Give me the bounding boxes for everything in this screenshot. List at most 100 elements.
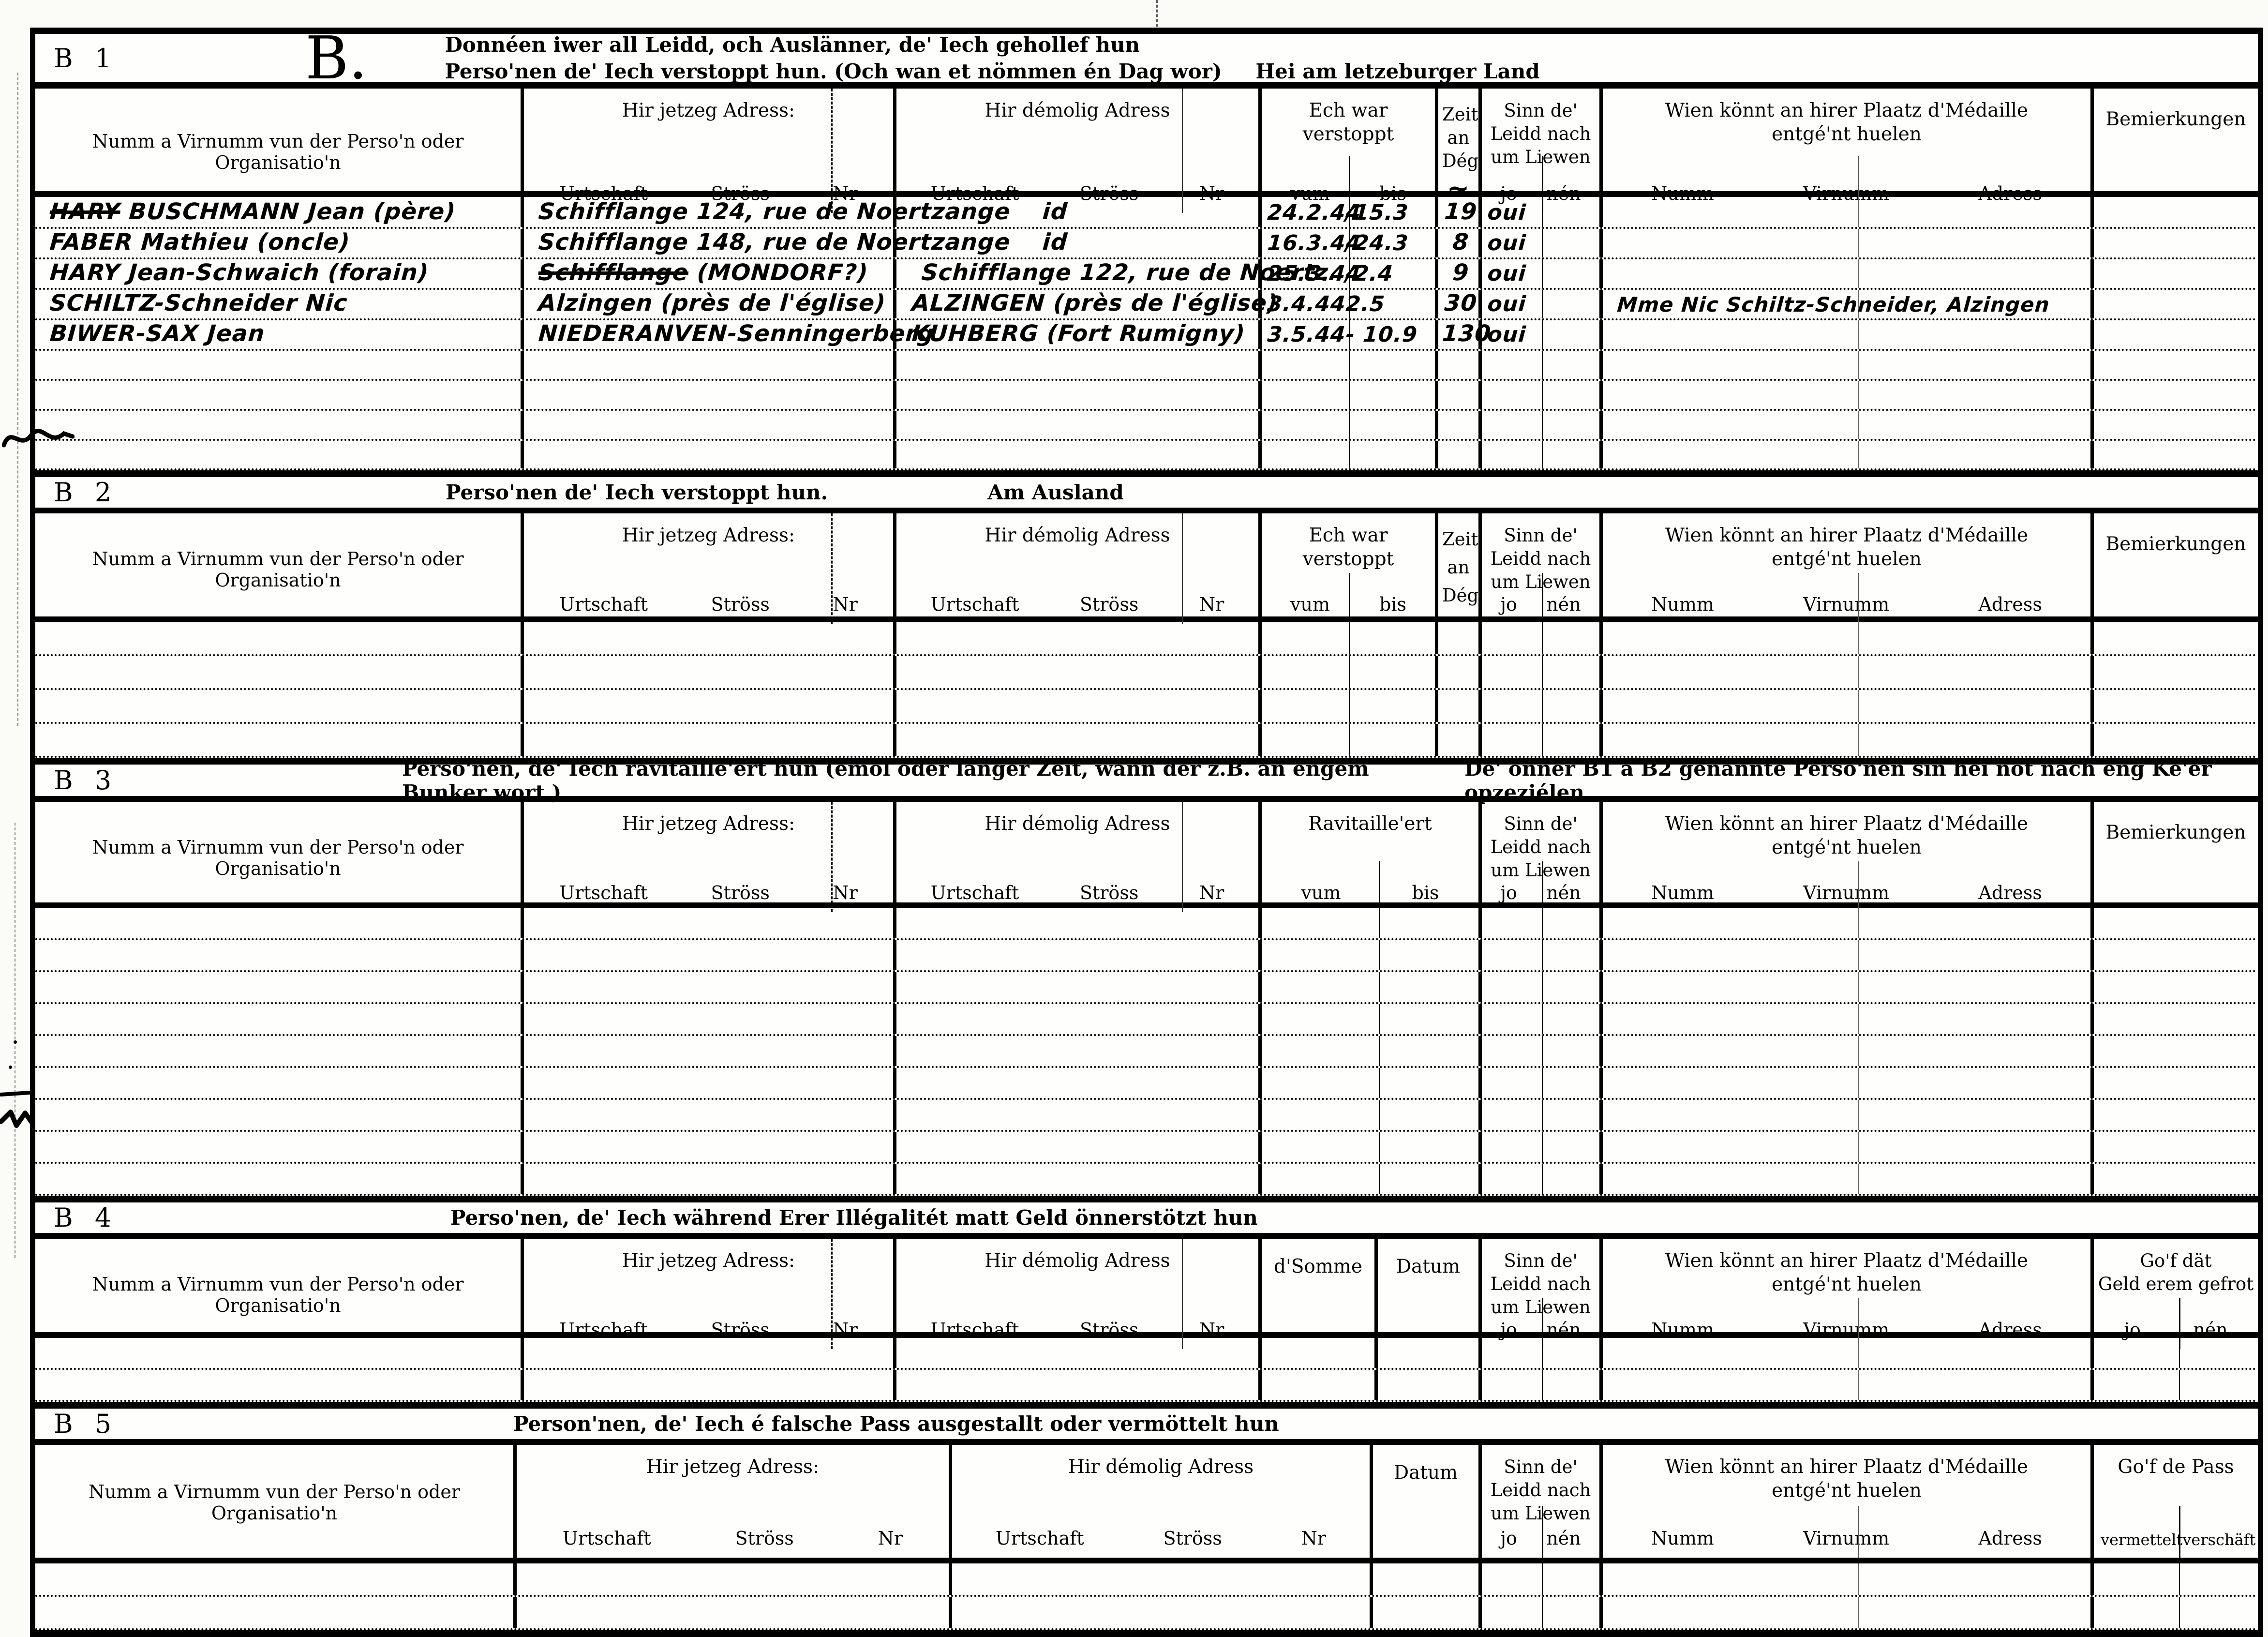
cell-name xyxy=(35,1068,521,1098)
scan-edge-line xyxy=(17,73,18,726)
cell-amount xyxy=(1258,1338,1374,1368)
cell-alive: oui xyxy=(1478,320,1599,349)
subcol-jo: jo xyxy=(1500,882,1517,904)
table-row: FABER Mathieu (oncle) Schifflange 148, r… xyxy=(35,229,2258,259)
cell-former-address xyxy=(893,1132,1258,1162)
cell-alive xyxy=(1478,690,1599,722)
col-header-alive: Sinn de' Leidd nach um Liewen jo nén xyxy=(1478,1239,1599,1350)
col-header-name: Numm a Virnumm vun der Perso'n oder Orga… xyxy=(92,548,464,591)
address: ALZINGEN (près de l'église) xyxy=(911,290,1279,316)
cell-alive: oui xyxy=(1478,259,1599,288)
cell-days xyxy=(1435,690,1478,722)
cell-current-address xyxy=(521,1338,893,1368)
subcol-vum: vum xyxy=(1290,183,1330,205)
subcol-adress: Adress xyxy=(1978,882,2042,904)
divider xyxy=(35,82,2258,89)
cell-medal-recipient xyxy=(1599,622,2090,654)
cell-alive xyxy=(1478,1132,1599,1162)
col-header-name: Numm a Virnumm vun der Perso'n oder Orga… xyxy=(92,1274,464,1317)
cell-alive xyxy=(1478,1597,1599,1628)
col-header-days: Zeit an Dég xyxy=(1435,513,1478,624)
subcol-jo: jo xyxy=(1500,1528,1517,1549)
b2-header-row: Numm a Virnumm vun der Perso'n oder Orga… xyxy=(35,513,2258,624)
subcol-stross: Ströss xyxy=(1163,1528,1222,1549)
cell-medal-recipient xyxy=(1599,724,2090,756)
subcol-nen: nén xyxy=(1546,1528,1581,1549)
cell-current-address xyxy=(521,940,893,970)
cell-former-address: ALZINGEN (près de l'église) xyxy=(893,290,1279,318)
cell-medal-recipient xyxy=(1599,229,2090,257)
cell-medal-recipient xyxy=(1599,1563,2090,1595)
subcol-nr: Nr xyxy=(1199,183,1224,205)
table-row xyxy=(35,351,2258,381)
subcol-bis: bis xyxy=(1379,594,1406,616)
cell-name xyxy=(35,351,521,379)
subcol-vum: vum xyxy=(1301,882,1341,904)
cell-former-address: Schifflange 122, rue de Noertz. xyxy=(893,259,1339,288)
col-header-alive: Sinn de' Leidd nach um Liewen jo nén xyxy=(1478,802,1599,913)
divider xyxy=(35,28,2258,34)
cell-medal-recipient xyxy=(1599,1004,2090,1034)
cell-alive xyxy=(1478,1370,1599,1400)
cell-alive xyxy=(1478,1338,1599,1368)
b1-title-emphasis: Hei am letzeburger Land xyxy=(1255,60,1540,83)
subcol-adress: Adress xyxy=(1978,1319,2042,1341)
cell-medal-recipient xyxy=(1599,259,2090,288)
table-row xyxy=(35,1100,2258,1132)
cell-name xyxy=(35,690,521,722)
b1-title-line2-text: Perso'nen de' Iech verstoppt hun. (Och w… xyxy=(445,60,1222,83)
section-id-b2: B 2 xyxy=(54,477,119,508)
cell-current-address xyxy=(521,1004,893,1034)
table-row xyxy=(35,1068,2258,1100)
cell-medal-recipient xyxy=(1599,197,2090,227)
fold-mark-top xyxy=(1156,0,1158,27)
cell-remarks xyxy=(2090,1036,2258,1066)
cell-hidden-period xyxy=(1258,724,1435,756)
table-row: HARY BUSCHMANN Jean (père) Schifflange 12… xyxy=(35,197,2258,229)
cell-remarks xyxy=(2090,908,2258,938)
cell-remarks xyxy=(2090,197,2258,227)
cell-supplied-period xyxy=(1258,1164,1478,1194)
cell-hidden-period xyxy=(1258,656,1435,688)
cell-supplied-period xyxy=(1258,908,1478,938)
col-header-pass-provided: Go'f de Pass vermettelt verschäft xyxy=(2090,1445,2258,1558)
subcol-nr: Nr xyxy=(833,882,858,904)
col-header-former-address: Hir démolig Adress Urtschaft Ströss Nr xyxy=(949,1445,1370,1558)
cell-remarks xyxy=(2090,724,2258,756)
cell-medal-recipient xyxy=(1599,656,2090,688)
col-header-current-address: Hir jetzeg Adress: Urtschaft Ströss Nr xyxy=(521,513,893,624)
cell-alive xyxy=(1478,972,1599,1002)
col-header-date: Datum xyxy=(1370,1445,1478,1558)
subcol-urtschaft: Urtschaft xyxy=(559,183,648,205)
subcol-bis: bis xyxy=(1412,882,1439,904)
cell-former-address xyxy=(893,656,1258,688)
cell-supplied-period xyxy=(1258,1132,1478,1162)
b5-header-row: Numm a Virnumm vun der Perso'n oder Orga… xyxy=(35,1445,2258,1558)
b3-title: Perso'nen, de' Iech ravitaille'ert hun (… xyxy=(402,756,1369,804)
cell-days xyxy=(1435,411,1478,439)
subcol-nen: nén xyxy=(1546,183,1581,205)
b4-header-row: Numm a Virnumm vun der Perso'n oder Orga… xyxy=(35,1239,2258,1350)
col-header-remarks: Bemierkungen xyxy=(2090,802,2258,913)
subcol-nr: Nr xyxy=(1199,1319,1224,1341)
cell-remarks xyxy=(2090,320,2258,349)
subcol-urtschaft: Urtschaft xyxy=(930,594,1019,616)
address: Schifflange 148, rue de Noertzange xyxy=(537,229,1012,255)
section-id-b3: B 3 xyxy=(54,765,119,796)
alive-answer: oui xyxy=(1487,231,1527,255)
table-row xyxy=(35,381,2258,411)
cell-medal-recipient xyxy=(1599,908,2090,938)
address: Schifflange 124, rue de Noertzange xyxy=(537,198,1012,225)
cell-former-address xyxy=(893,622,1258,654)
cell-alive xyxy=(1478,724,1599,756)
cell-medal-recipient: Mme Nic Schiltz-Schneider, Alzingen xyxy=(1599,290,2090,318)
divider xyxy=(35,1558,2258,1563)
cell-medal-recipient xyxy=(1599,1597,2090,1628)
subcol-nen: nén xyxy=(1546,1319,1581,1341)
cell-hidden-period xyxy=(1258,441,1435,468)
ink-speck xyxy=(9,1066,12,1069)
cell-current-address xyxy=(521,908,893,938)
address: id xyxy=(1042,198,1069,225)
address: id xyxy=(1042,229,1069,255)
margin-scribble xyxy=(2,429,75,448)
